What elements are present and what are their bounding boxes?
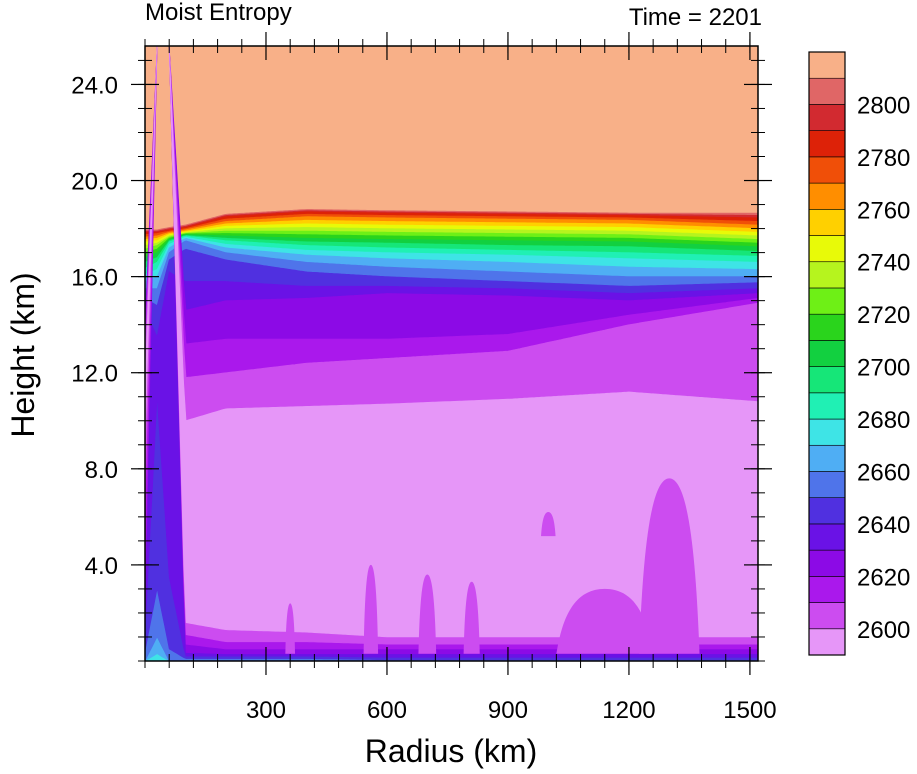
y-tick-label: 4.0 <box>85 553 118 580</box>
colorbar-swatch <box>808 209 846 236</box>
x-tick-label: 900 <box>488 697 528 724</box>
colorbar-label: 2720 <box>857 302 910 329</box>
convective-plume-5 <box>541 512 556 537</box>
colorbar-label: 2620 <box>857 564 910 591</box>
colorbar: 2600 2620 2640 2660 2680 2700 2720 2740 2760 2780… <box>808 51 910 656</box>
chart-title-right: Time = 2201 <box>629 4 762 31</box>
colorbar-swatch <box>808 497 846 525</box>
colorbar-swatch <box>808 156 846 184</box>
convective-plume-1 <box>285 603 296 654</box>
plot-frame <box>144 45 759 662</box>
colorbar-label: 2780 <box>857 145 910 172</box>
colorbar-swatch <box>808 51 846 79</box>
y-axis: 4.0 8.0 12.0 16.0 20.0 24.0 <box>71 59 772 662</box>
colorbar-swatch <box>808 523 846 551</box>
convective-plume-7 <box>639 478 700 654</box>
colorbar-swatch <box>808 340 846 367</box>
colorbar-swatch <box>808 104 846 131</box>
colorbar-swatch <box>808 130 846 158</box>
colorbar-swatch <box>808 182 846 210</box>
colorbar-label: 2680 <box>857 407 910 434</box>
y-tick-label: 16.0 <box>71 265 118 292</box>
convective-plume-6 <box>556 588 654 654</box>
convective-plume-4 <box>463 581 480 654</box>
colorbar-swatch <box>808 602 846 630</box>
x-tick-label: 1500 <box>723 697 776 724</box>
colorbar-swatch <box>808 392 846 420</box>
y-tick-label: 24.0 <box>71 72 118 99</box>
convective-plume-3 <box>418 574 437 654</box>
x-tick-label: 1200 <box>602 697 655 724</box>
colorbar-swatch <box>808 576 846 603</box>
y-tick-label: 12.0 <box>71 361 118 388</box>
convective-plume-2 <box>363 564 379 654</box>
colorbar-swatch <box>808 313 846 341</box>
colorbar-label: 2800 <box>857 92 910 119</box>
plot-area <box>145 46 758 661</box>
colorbar-label: 2640 <box>857 512 910 539</box>
colorbar-swatch <box>808 287 846 315</box>
colorbar-frame <box>808 51 846 656</box>
colorbar-label: 2600 <box>857 617 910 644</box>
colorbar-swatch <box>808 471 846 498</box>
y-tick-label: 8.0 <box>85 457 118 484</box>
colorbar-swatch <box>808 261 846 289</box>
colorbar-label: 2760 <box>857 197 910 224</box>
x-tick-label: 600 <box>367 697 407 724</box>
y-tick-label: 20.0 <box>71 169 118 196</box>
x-axis-label: Radius (km) <box>365 733 537 769</box>
x-axis: 300 600 900 1200 1500 <box>144 32 777 724</box>
x-tick-label: 300 <box>246 697 286 724</box>
colorbar-swatch <box>808 77 846 105</box>
colorbar-swatch <box>808 418 846 446</box>
colorbar-label: 2660 <box>857 459 910 486</box>
colorbar-swatch <box>808 235 846 263</box>
y-axis-label: Height (km) <box>5 272 41 437</box>
colorbar-label: 2700 <box>857 355 910 382</box>
colorbar-swatch <box>808 549 846 577</box>
chart-title-left: Moist Entropy <box>145 0 292 26</box>
colorbar-label: 2740 <box>857 250 910 277</box>
colorbar-swatch <box>808 444 846 472</box>
colorbar-swatch <box>808 628 846 656</box>
colorbar-swatch <box>808 366 846 394</box>
